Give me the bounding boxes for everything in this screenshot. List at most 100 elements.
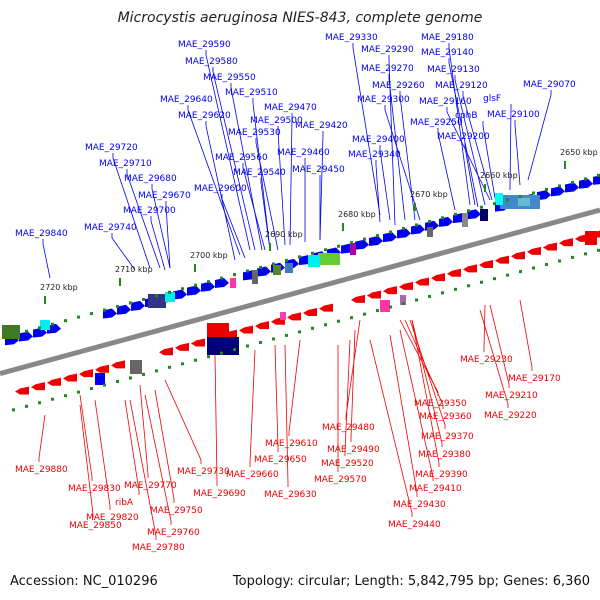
forward-gene-label: MAE_29640 [160, 95, 213, 105]
reverse-leader-line [124, 399, 140, 495]
track-dot [480, 205, 483, 209]
reverse-leader-line [350, 329, 356, 442]
track-dot [441, 216, 444, 220]
forward-gene-label: MAE_29120 [435, 81, 488, 91]
track-dot [116, 304, 119, 308]
track-dot [233, 348, 236, 352]
forward-gene-label: MAE_29260 [372, 81, 425, 91]
reverse-gene-label: MAE_29230 [460, 355, 513, 365]
track-dot [558, 184, 561, 188]
reverse-gene-arrow [175, 342, 189, 351]
track-dot [207, 280, 210, 284]
forward-leader-line [454, 75, 486, 206]
forward-gene-label: MAE_29300 [357, 95, 410, 105]
forward-gene-arrow [33, 327, 47, 338]
tick-marks: 2650 kbp 2660 kbp 2670 kbp 2680 kbp 2690 kbp… [12, 148, 600, 412]
track-dot [25, 329, 28, 333]
reverse-gene-arrow [511, 251, 525, 260]
reverse-leader-line [479, 309, 509, 408]
forward-gene-arrow [397, 228, 411, 239]
track-dot [103, 383, 106, 387]
forward-gene-arrow [369, 235, 383, 246]
track-dot [350, 241, 353, 245]
reverse-leader-line [411, 319, 440, 467]
reverse-gene-label: MAE_29730 [177, 467, 230, 477]
reverse-gene-arrow [383, 286, 397, 295]
forward-gene-label: cphB [455, 111, 478, 121]
forward-gene-arrow [117, 304, 131, 315]
forward-gene-label: MAE_29560 [215, 153, 268, 163]
track-dot [246, 269, 249, 273]
forward-gene-label: MAE_29330 [325, 33, 378, 43]
track-dot [64, 319, 67, 323]
forward-gene-label: MAE_29580 [185, 57, 238, 67]
feature-box [252, 270, 258, 284]
forward-gene-arrow [103, 308, 117, 319]
reverse-gene-arrow [543, 242, 557, 251]
track-dot [64, 394, 67, 398]
track-dot [571, 255, 574, 259]
track-dot [38, 326, 41, 330]
feature-box [495, 193, 503, 205]
track-dot [532, 191, 535, 195]
track-dot [389, 305, 392, 309]
forward-leader-line [399, 91, 416, 221]
feature-box [318, 253, 340, 265]
leader-lines [38, 43, 552, 540]
reverse-gene-label: MAE_29220 [484, 411, 537, 421]
track-dot [363, 312, 366, 316]
accession-text: Accession: NC_010296 [10, 574, 158, 589]
reverse-leader-line [214, 354, 218, 486]
forward-leader-line [42, 239, 51, 279]
reverse-leader-line [154, 389, 175, 503]
reverse-leader-line [411, 319, 443, 447]
reverse-gene-label: MAE_29480 [322, 423, 375, 433]
forward-gene-label: MAE_29070 [523, 80, 576, 90]
forward-gene-arrow [355, 239, 369, 250]
feature-box [518, 198, 530, 206]
track-dot [246, 344, 249, 348]
reverse-gene-arrow [319, 303, 333, 312]
forward-leader-line [509, 104, 512, 191]
forward-leader-line [388, 74, 406, 221]
forward-leader-line [112, 153, 151, 269]
track-dot [376, 234, 379, 238]
track-dot [90, 312, 93, 316]
track-dot [467, 209, 470, 213]
forward-gene-arrow [131, 300, 145, 311]
kbp-tick-label: 2660 kbp [480, 171, 518, 180]
feature-box [380, 300, 390, 312]
feature-box [462, 213, 468, 227]
forward-gene-arrow [201, 281, 215, 292]
track-dot [532, 266, 535, 270]
reverse-leader-line [284, 344, 289, 487]
forward-gene-arrow [215, 277, 229, 288]
track-dot [545, 262, 548, 266]
reverse-gene-label: MAE_29440 [388, 520, 441, 530]
track-dot [116, 379, 119, 383]
track-dot [220, 276, 223, 280]
forward-gene-label: MAE_29160 [419, 97, 472, 107]
kbp-tick-label: 2700 kbp [190, 251, 228, 260]
forward-gene-arrow [467, 209, 481, 220]
forward-gene-label: MAE_29680 [124, 174, 177, 184]
forward-leader-line [260, 178, 271, 251]
reverse-leader-line [164, 379, 202, 464]
track-dot [129, 376, 132, 380]
reverse-gene-label: MAE_29360 [419, 412, 472, 422]
genome-backbone [0, 207, 600, 377]
feature-box [40, 320, 50, 330]
track-dot [597, 173, 600, 177]
track-dot [545, 187, 548, 191]
forward-leader-line [187, 105, 241, 256]
reverse-gene-label: MAE_29520 [321, 459, 374, 469]
reverse-leader-line [404, 319, 444, 409]
kbp-tick-label: 2690 kbp [265, 230, 303, 239]
reverse-leader-line [399, 329, 434, 481]
reverse-leader-line [409, 319, 446, 429]
track-dot [597, 248, 600, 252]
track-dot [285, 258, 288, 262]
forward-gene-label: MAE_29100 [487, 110, 540, 120]
forward-gene-label: MAE_29250 [410, 118, 463, 128]
reverse-gene-label: MAE_29650 [254, 455, 307, 465]
